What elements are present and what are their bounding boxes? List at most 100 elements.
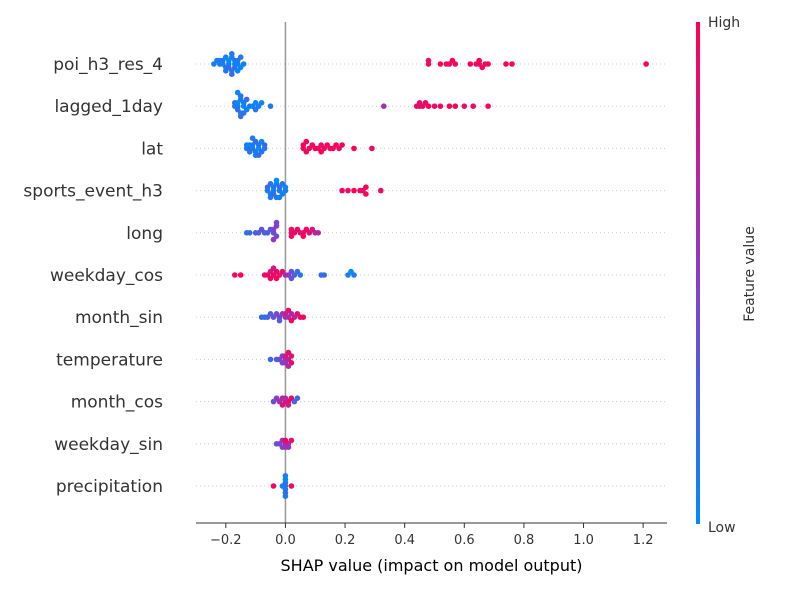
shap-point (267, 275, 274, 282)
shap-point (276, 194, 283, 201)
shap-point (300, 233, 307, 239)
colorbar-high-label: High (708, 15, 740, 31)
shap-point (223, 68, 229, 74)
x-axis: −0.2 0.0 0.2 0.4 0.6 0.8 1.0 1.2 (196, 522, 667, 548)
shap-point (267, 103, 274, 109)
shap-point (425, 103, 432, 109)
shap-point (300, 314, 307, 321)
shap-point (249, 135, 256, 141)
shap-point (339, 187, 345, 194)
shap-point (270, 236, 277, 243)
x-axis-title: SHAP value (impact on model output) (281, 556, 583, 575)
shap-point (369, 145, 375, 152)
shap-point (425, 57, 432, 64)
shap-point (381, 103, 387, 109)
colorbar-low-label: Low (708, 520, 736, 536)
shap-point (467, 61, 474, 67)
shap-point (282, 437, 289, 444)
shap-point (288, 317, 295, 324)
shap-point (246, 230, 253, 236)
feature-label: weekday_sin (54, 435, 163, 455)
shap-point (431, 103, 438, 109)
shap-point (229, 71, 235, 77)
shap-point (285, 402, 292, 408)
shap-point (437, 61, 444, 67)
feature-label: long (126, 224, 163, 244)
shap-point (237, 272, 244, 278)
shap-point (378, 187, 384, 194)
shap-point (503, 61, 509, 67)
shap-point (234, 68, 241, 74)
feature-label: lat (141, 139, 163, 159)
shap-point (321, 272, 328, 278)
x-tick-label: −0.2 (210, 533, 242, 548)
shap-point (351, 187, 357, 194)
shap-point (282, 353, 289, 359)
shap-point (351, 145, 357, 152)
shap-points (211, 51, 649, 500)
colorbar-gradient (696, 22, 700, 524)
colorbar-title: Feature value (742, 226, 758, 322)
x-tick-label: 0.2 (335, 533, 356, 548)
shap-point (339, 142, 345, 148)
shap-point (270, 483, 277, 489)
shap-point (452, 103, 459, 109)
x-tick-label: 0.0 (275, 533, 296, 548)
shap-point (243, 96, 250, 103)
shap-point (318, 149, 325, 155)
shap-point (282, 395, 289, 402)
shap-point (303, 138, 310, 145)
shap-point (351, 272, 357, 278)
shap-point (294, 395, 301, 402)
shap-point (282, 473, 289, 479)
shap-point (273, 219, 280, 226)
feature-label: temperature (56, 350, 163, 370)
shap-point (643, 61, 649, 67)
shap-point (240, 61, 247, 67)
shap-point (279, 402, 286, 408)
feature-label: month_sin (75, 308, 163, 328)
shap-point (485, 61, 491, 67)
shap-point (246, 149, 253, 155)
shap-point (273, 275, 280, 282)
shap-point (282, 184, 289, 190)
shap-point (288, 275, 295, 282)
shap-point (288, 437, 295, 444)
feature-label: sports_event_h3 (23, 182, 163, 202)
shap-point (282, 444, 289, 451)
shap-point (288, 233, 295, 239)
feature-label: poi_h3_res_4 (53, 55, 163, 75)
shap-point (234, 89, 241, 96)
shap-point (446, 103, 453, 109)
shap-point (255, 152, 262, 158)
shap-point (437, 103, 444, 109)
x-tick-label: 1.2 (633, 533, 654, 548)
shap-point (261, 142, 268, 148)
shap-point (282, 311, 289, 317)
feature-label: weekday_cos (50, 266, 163, 286)
shap-point (258, 100, 265, 106)
feature-label: lagged_1day (54, 97, 163, 117)
shap-point (229, 51, 235, 57)
shap-point (276, 317, 283, 324)
shap-point (237, 54, 244, 60)
shap-point (452, 61, 459, 67)
shap-point (267, 194, 274, 201)
shap-point (476, 57, 483, 64)
shap-point (315, 230, 322, 236)
x-tick-label: 0.6 (454, 533, 475, 548)
shap-point (285, 363, 292, 370)
shap-point (282, 493, 289, 500)
shap-point (288, 483, 295, 489)
shap-point (270, 265, 277, 272)
shap-point (232, 272, 238, 278)
shap-point (345, 187, 351, 194)
shap-point (416, 100, 423, 106)
shap-point (485, 103, 491, 109)
shap-point (470, 103, 477, 109)
feature-label: month_cos (71, 393, 163, 413)
shap-point (267, 356, 274, 363)
x-tick-label: 0.4 (394, 533, 415, 548)
